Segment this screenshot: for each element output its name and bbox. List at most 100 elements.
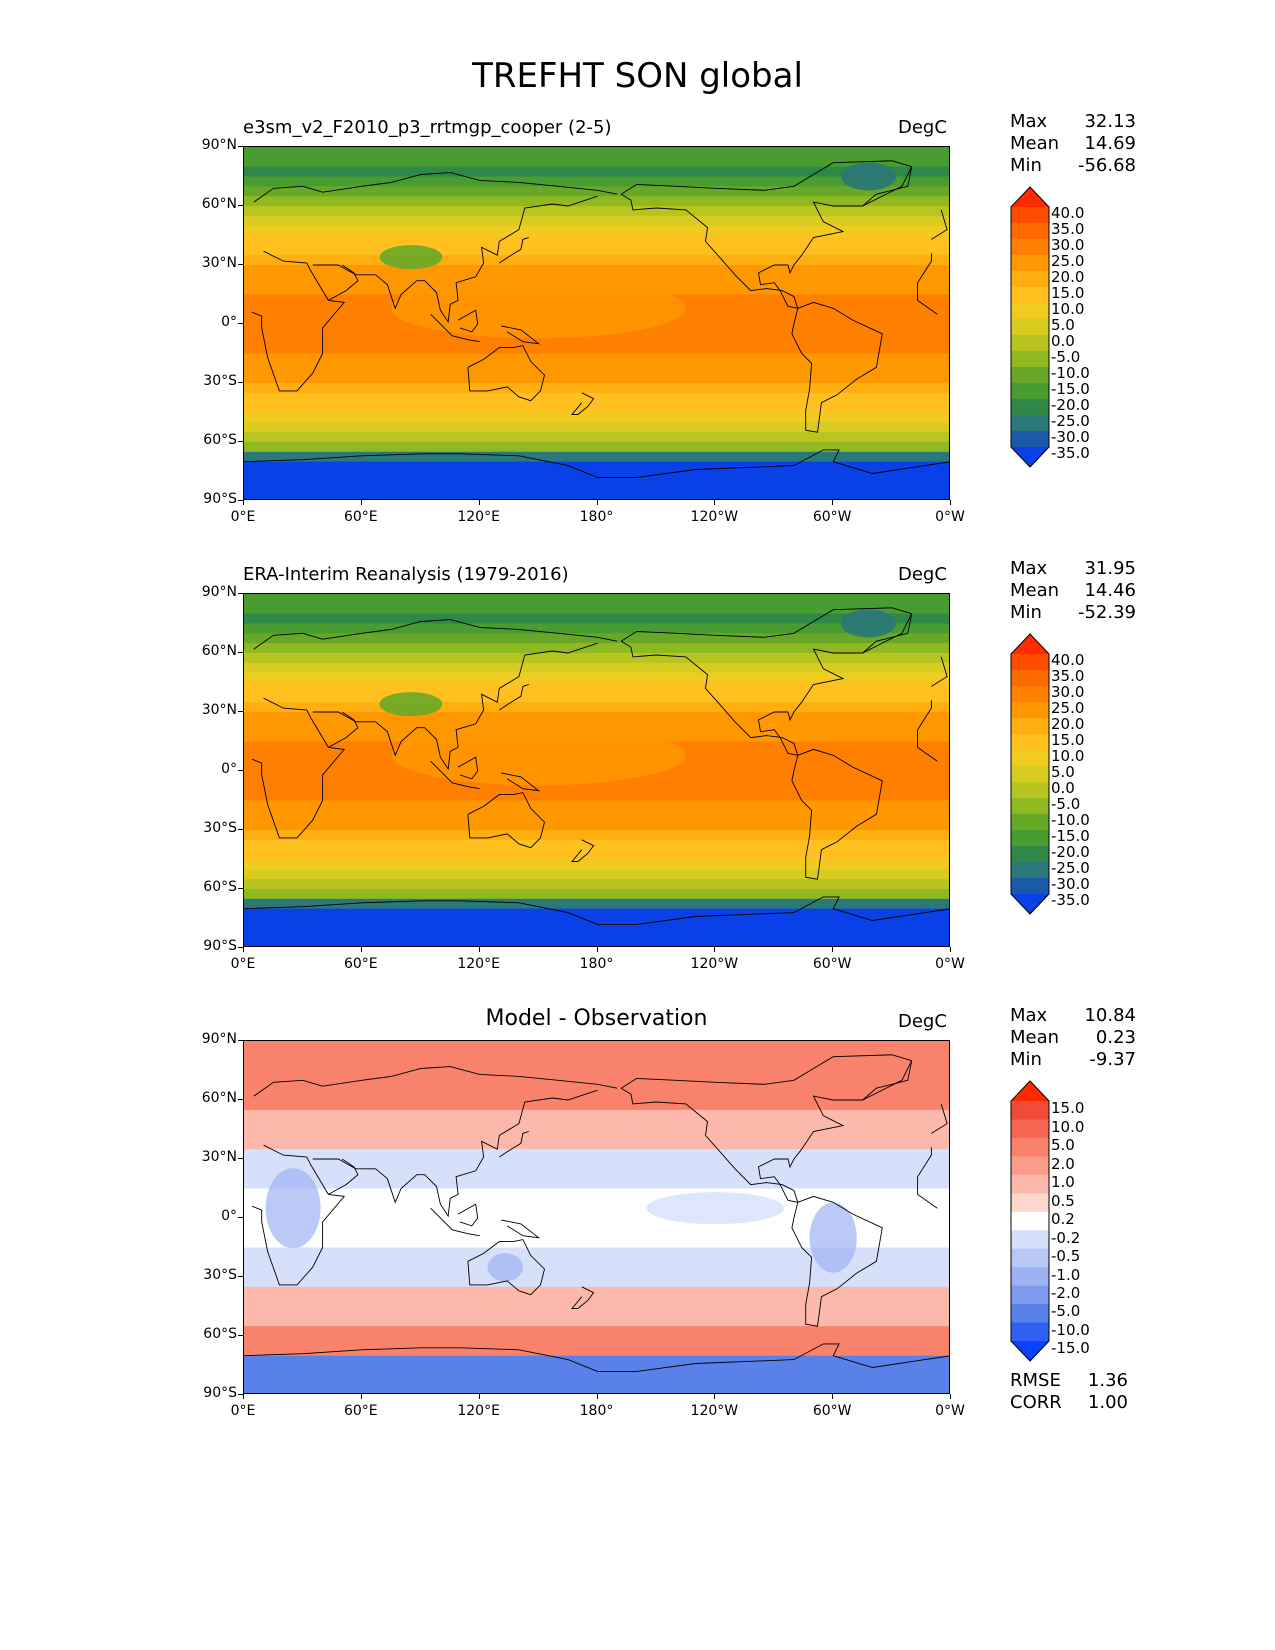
- field-band: [244, 442, 949, 453]
- colorbar-segment: [1011, 1304, 1049, 1324]
- units-label: DegC: [898, 564, 947, 585]
- coastline: [312, 195, 598, 324]
- x-tick-label: 0°W: [935, 1403, 965, 1419]
- colorbar-extend-min: [1011, 447, 1049, 467]
- x-tick-label: 120°W: [690, 956, 739, 972]
- coastline: [499, 684, 529, 711]
- field-band: [244, 623, 949, 634]
- field-band: [244, 1375, 949, 1386]
- field-band: [244, 721, 949, 733]
- y-tick-mark: [238, 382, 243, 383]
- y-tick-mark: [238, 888, 243, 889]
- colorbar-tick-label: 15.0: [1051, 1099, 1085, 1118]
- x-tick-label: 60°E: [343, 1403, 378, 1419]
- stat-label: Mean: [1010, 133, 1060, 154]
- field-band: [244, 206, 949, 217]
- colorbar-tick-label: -10.0: [1051, 1320, 1090, 1339]
- y-tick-label: 90°N: [201, 1031, 237, 1047]
- colorbar-tick-label: -5.0: [1051, 1302, 1081, 1321]
- field-band: [244, 879, 949, 890]
- y-tick-mark: [238, 1335, 243, 1336]
- x-tick-mark: [950, 1394, 951, 1399]
- colorbar-tick-label: 30.0: [1051, 236, 1085, 255]
- field-band: [244, 820, 949, 831]
- field-band: [244, 908, 949, 920]
- colorbar-tick-label: -25.0: [1051, 859, 1090, 878]
- field-band: [244, 1109, 949, 1121]
- y-tick-label: 90°S: [203, 938, 237, 954]
- y-tick-mark: [238, 1099, 243, 1100]
- y-tick-label: 60°S: [203, 879, 237, 895]
- colorbar-tick-label: 10.0: [1051, 300, 1085, 319]
- colorbar-tick-label: 35.0: [1051, 667, 1085, 686]
- x-tick-mark: [360, 947, 362, 952]
- colorbar-tick-label: 10.0: [1051, 1117, 1085, 1136]
- coastline: [571, 1286, 595, 1309]
- colorbar-segment: [1011, 335, 1049, 352]
- field-band: [244, 186, 949, 197]
- colorbar-segment: [1011, 239, 1049, 256]
- y-tick-label: 30°N: [201, 702, 237, 718]
- field-band: [244, 672, 949, 684]
- field-band: [244, 156, 949, 168]
- stat-row: Mean 14.46: [1010, 580, 1136, 602]
- stat-value: 10.84: [1084, 1005, 1136, 1026]
- y-tick-label: 60°N: [201, 643, 237, 659]
- map-canvas: [244, 594, 949, 946]
- y-tick-mark: [238, 1217, 243, 1218]
- field-band: [244, 849, 949, 861]
- panel-title: Model - Observation: [485, 1006, 708, 1031]
- x-tick-label: 60°E: [343, 956, 378, 972]
- y-tick-label: 30°N: [201, 255, 237, 271]
- stat-label: Max: [1010, 558, 1048, 579]
- x-tick-mark: [596, 947, 598, 952]
- y-tick-label: 60°N: [201, 196, 237, 212]
- colorbar-tick-label: 35.0: [1051, 220, 1085, 239]
- coastline: [571, 392, 595, 415]
- field-band: [244, 662, 949, 674]
- field-band: [244, 1188, 949, 1199]
- colorbar-tick-label: -20.0: [1051, 396, 1090, 415]
- stat-value: 1.36: [1087, 1370, 1128, 1391]
- stat-row: Max 31.95: [1010, 558, 1136, 580]
- australia-bias: [487, 1253, 523, 1282]
- colorbar-extend-min: [1011, 1341, 1049, 1361]
- coastline: [430, 313, 480, 343]
- x-tick-mark: [714, 500, 716, 505]
- stat-value: 14.69: [1084, 133, 1136, 154]
- x-tick-mark: [832, 500, 834, 505]
- colorbar-tick-label: 5.0: [1051, 763, 1075, 782]
- field-band: [244, 373, 949, 384]
- colorbar-segment: [1011, 718, 1049, 735]
- units-label: DegC: [898, 117, 947, 138]
- field-band: [244, 692, 949, 703]
- x-tick-mark: [243, 500, 244, 505]
- field-band: [244, 196, 949, 207]
- coastline: [501, 772, 541, 792]
- colorbar-tick-label: 0.5: [1051, 1191, 1075, 1210]
- x-tick-mark: [714, 947, 716, 952]
- x-tick-mark: [478, 1394, 480, 1399]
- field-band: [244, 1277, 949, 1288]
- field-band: [244, 643, 949, 654]
- colorbar-extend-max: [1011, 1081, 1049, 1101]
- colorbar-segment: [1011, 1285, 1049, 1305]
- coastline: [457, 1203, 479, 1227]
- colorbar-segment: [1011, 1137, 1049, 1157]
- field-band: [244, 235, 949, 246]
- stat-value: -52.39: [1077, 602, 1136, 623]
- coastline: [620, 607, 913, 756]
- stat-value: 14.46: [1084, 580, 1136, 601]
- coastline: [457, 756, 479, 780]
- coastline: [328, 1158, 359, 1195]
- map-model: [243, 146, 950, 500]
- colorbar-segment: [1011, 1248, 1049, 1268]
- colorbar-segment: [1011, 878, 1049, 895]
- y-tick-label: 0°: [221, 1208, 237, 1224]
- field-band: [244, 1070, 949, 1081]
- stat-label: Max: [1010, 111, 1048, 132]
- field-band: [244, 255, 949, 266]
- y-tick-label: 90°S: [203, 491, 237, 507]
- field-band: [244, 653, 949, 664]
- colorbar-tick-label: 0.0: [1051, 332, 1075, 351]
